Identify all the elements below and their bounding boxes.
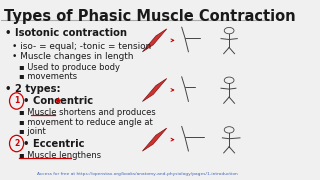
Text: • Concentric: • Concentric — [22, 96, 93, 106]
Text: ▪ Used to produce body: ▪ Used to produce body — [19, 63, 120, 72]
Text: ▪ Muscle lengthens: ▪ Muscle lengthens — [19, 151, 101, 160]
Text: • Muscle changes in length: • Muscle changes in length — [12, 52, 134, 61]
Text: Access for free at https://openstax.org/books/anatomy-and-physiology/pages/1-int: Access for free at https://openstax.org/… — [36, 172, 237, 176]
Text: 2: 2 — [14, 139, 19, 148]
Text: ★: ★ — [53, 96, 62, 106]
Text: 1: 1 — [14, 96, 19, 105]
Text: • iso- = equal; -tonic = tension: • iso- = equal; -tonic = tension — [12, 42, 151, 51]
Text: ▪ Muscle shortens and produces: ▪ Muscle shortens and produces — [19, 108, 156, 117]
Polygon shape — [142, 128, 167, 151]
Text: • Isotonic contraction: • Isotonic contraction — [5, 28, 127, 38]
Text: ▪ movements: ▪ movements — [19, 72, 77, 81]
Polygon shape — [142, 78, 167, 102]
Text: ▪ joint: ▪ joint — [19, 127, 46, 136]
Text: ▪ movement to reduce angle at: ▪ movement to reduce angle at — [19, 118, 153, 127]
Polygon shape — [142, 29, 167, 52]
Text: • Eccentric: • Eccentric — [22, 139, 84, 148]
Text: Types of Phasic Muscle Contraction: Types of Phasic Muscle Contraction — [4, 9, 296, 24]
Text: • 2 types:: • 2 types: — [5, 84, 61, 94]
